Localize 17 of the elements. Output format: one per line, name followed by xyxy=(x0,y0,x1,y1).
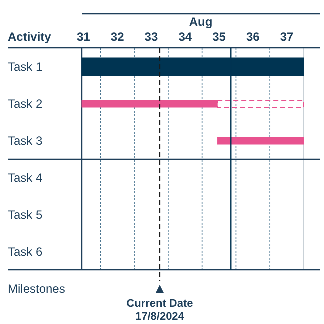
y-tick-label: Task 4 xyxy=(8,171,44,185)
x-tick-label: 35 xyxy=(212,30,226,44)
y-axis-title: Activity xyxy=(8,30,52,44)
x-tick-label: 36 xyxy=(246,30,260,44)
ref-line-label: Current Date 17/8/2024 xyxy=(126,298,194,323)
y-tick-label: Milestones xyxy=(8,282,66,296)
x-tick-label: 34 xyxy=(178,30,192,44)
text: Aug xyxy=(189,15,213,29)
y-tick-label: Task 3 xyxy=(8,134,44,148)
y-tick-label: Task 6 xyxy=(8,245,44,259)
x-tick-label: 32 xyxy=(110,30,125,44)
y-tick-label: Task 5 xyxy=(8,208,44,222)
x-tick-label: 31 xyxy=(77,30,91,44)
x-tick-label: 33 xyxy=(144,30,158,44)
y-tick-label: Task 1 xyxy=(8,60,44,74)
x-tick-label: 37 xyxy=(280,30,294,44)
y-tick-label: Task 2 xyxy=(8,97,44,111)
